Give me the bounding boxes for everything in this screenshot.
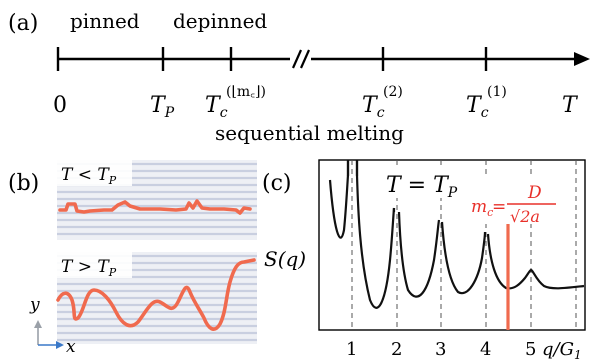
x-tick-4: 4 <box>480 339 491 360</box>
tick-label-t: T <box>562 93 579 118</box>
annotation-denominator: √2a <box>510 207 540 226</box>
x-tick-2: 2 <box>391 339 402 360</box>
condition-label-bg <box>57 160 132 186</box>
x-tick-5: 5 <box>525 339 536 360</box>
condition-top: T < TP <box>61 165 117 187</box>
tick-label-tc2: Tc <box>362 93 385 121</box>
panel-c-title: T = TP <box>386 173 458 201</box>
condition-label-bg <box>57 252 132 278</box>
annotation-bg <box>466 178 560 224</box>
x-arrow-icon <box>56 341 64 349</box>
tick-label-tc1: Tc <box>466 93 489 121</box>
y-axis-label: y <box>29 295 40 315</box>
pinned-line <box>58 199 252 215</box>
x-tick-1: 1 <box>346 339 357 360</box>
annotation-equals: = <box>492 197 506 217</box>
phase-depinned-label: depinned <box>173 9 267 33</box>
tick-label-tc-mc: Tc <box>205 93 228 121</box>
plot-frame <box>318 159 586 331</box>
x-axis-label: x <box>66 337 76 357</box>
structure-factor-curve <box>328 160 585 309</box>
mc-annotation: mc = D √2a <box>471 183 556 226</box>
x-tick-3: 3 <box>435 339 446 360</box>
annotation-numerator: D <box>527 183 542 203</box>
panel-a: (a) pinned depinned 0 TP Tc (⌊m꜀⌋) Tc (2… <box>8 9 590 145</box>
panel-c-label: (c) <box>262 171 292 196</box>
tick-label-zero: 0 <box>53 93 67 118</box>
condition-bottom: T > TP <box>61 257 117 279</box>
panel-b: (b) T < TP T > TP y x <box>8 160 257 357</box>
axis-break-mark <box>291 49 303 69</box>
panel-c: (c) T = TP mc = D √2a <box>262 159 586 360</box>
tick-label-tc1-sup: (1) <box>487 84 507 100</box>
tick-label-tc2-sup: (2) <box>383 84 403 100</box>
panel-a-label: (a) <box>8 11 38 36</box>
depinned-line <box>56 258 256 331</box>
sequential-melting-caption: sequential melting <box>215 121 404 145</box>
x-tick-labels: 1 2 3 4 5 <box>346 339 536 360</box>
annotation-lhs: mc <box>471 197 493 219</box>
axis-break-mark <box>299 49 311 69</box>
phase-pinned-label: pinned <box>70 9 140 33</box>
y-axis-label-sq: S(q) <box>264 247 306 271</box>
tick-label-tp: TP <box>150 93 175 121</box>
panel-b-label: (b) <box>8 171 39 196</box>
axis-arrow-icon <box>574 52 590 66</box>
x-axis-label-qg: q/G1 <box>542 339 582 360</box>
y-arrow-icon <box>34 320 42 328</box>
tick-label-tc-mc-sup: (⌊m꜀⌋) <box>226 84 266 100</box>
title-bg <box>380 166 468 198</box>
